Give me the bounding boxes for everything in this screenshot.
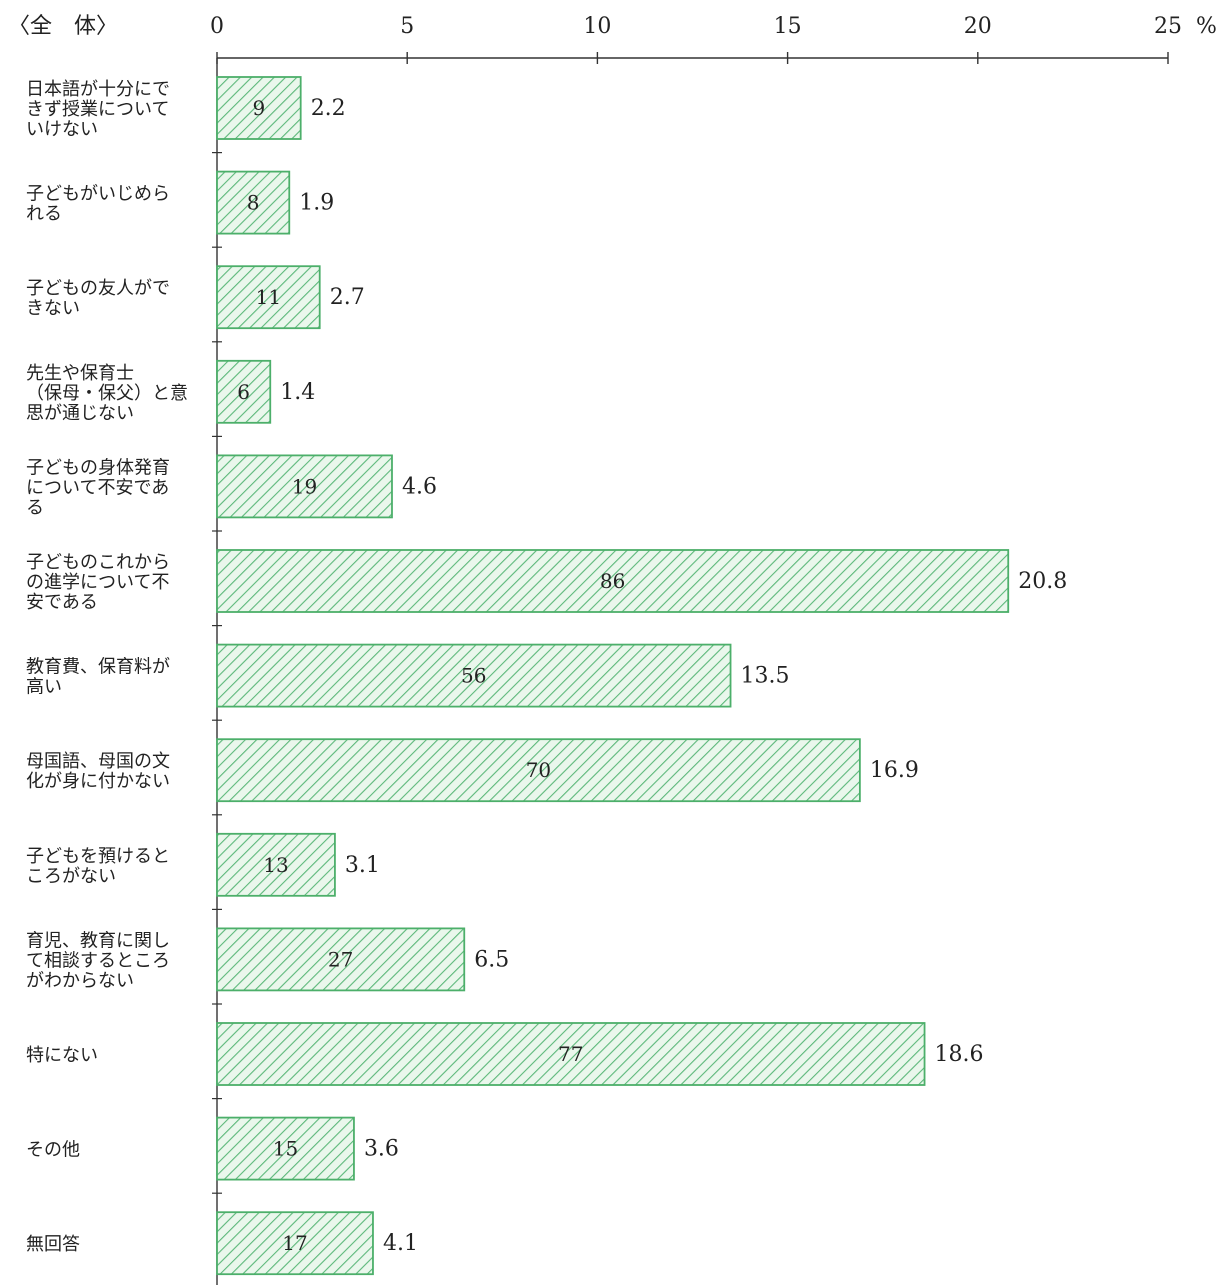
category-label-line: 思が通じない [26, 403, 134, 424]
count-label: 70 [526, 758, 551, 782]
category-label-line: れる [26, 204, 62, 225]
category-label-line: 安である [26, 592, 98, 613]
count-label: 9 [252, 96, 265, 120]
category-label-line: 子どもがいじめら [26, 184, 170, 205]
count-label: 86 [600, 569, 625, 593]
category-label-line: 育児、教育に関し [26, 930, 170, 951]
value-label: 18.6 [935, 1042, 984, 1067]
count-label: 27 [328, 947, 353, 971]
category-label-line: 子どもの身体発育 [26, 457, 170, 478]
x-tick-label: 5 [400, 14, 414, 39]
category-label-line: 特にない [26, 1045, 98, 1066]
category-label-line: ころがない [26, 866, 116, 887]
category-label-line: て相談するところ [26, 950, 170, 971]
value-label: 1.4 [280, 380, 315, 405]
count-label: 77 [558, 1042, 583, 1066]
value-label: 3.6 [364, 1137, 399, 1162]
x-tick-label: 0 [210, 14, 224, 39]
x-tick-label: 20 [964, 14, 992, 39]
category-label-line: 子どもの友人がで [26, 278, 170, 299]
category-label-line: 子どものこれから [26, 552, 170, 573]
value-label: 4.1 [383, 1231, 418, 1256]
category-label-line: 母国語、母国の文 [26, 751, 170, 772]
value-label: 1.9 [299, 191, 334, 216]
value-label: 2.7 [330, 285, 365, 310]
x-tick-label: 15 [774, 14, 802, 39]
count-label: 17 [282, 1231, 307, 1255]
value-label: 6.5 [474, 947, 509, 972]
category-label: 先生や保育士（保母・保父）と意思が通じない [26, 363, 188, 424]
count-label: 15 [273, 1137, 298, 1161]
category-label-layer: 日本語が十分にできず授業についていけない子どもがいじめられる子どもの友人ができな… [26, 79, 188, 1255]
count-label: 56 [461, 664, 486, 688]
count-label: 6 [237, 380, 250, 404]
count-label: 11 [256, 285, 281, 309]
category-label-line: 教育費、保育料が [26, 657, 170, 678]
bar-layer: 9 2.2 8 1.9 11 2.7 6 1.4 19 4.6 86 20.8 56 13.5 70 16.9… [217, 77, 1067, 1274]
category-label: 子どもがいじめられる [26, 184, 170, 225]
category-label-line: の進学について不 [26, 572, 169, 593]
category-label: 育児、教育に関して相談するところがわからない [26, 930, 170, 991]
x-tick-label: 25 [1154, 14, 1182, 39]
value-label: 4.6 [402, 474, 437, 499]
category-label: 子どもの身体発育について不安である [26, 457, 170, 518]
category-label-line: 先生や保育士 [26, 363, 134, 384]
category-label: 日本語が十分にできず授業についていけない [26, 79, 170, 140]
category-label-line: いけない [26, 119, 98, 140]
category-label-line: 高い [26, 677, 62, 698]
count-label: 19 [292, 474, 317, 498]
category-label-line: （保母・保父）と意 [26, 383, 188, 404]
unit-label: % [1196, 14, 1217, 39]
x-tick-label: 10 [583, 14, 611, 39]
value-label: 2.2 [311, 96, 346, 121]
category-label: その他 [26, 1140, 80, 1161]
category-label: 特にない [26, 1045, 98, 1066]
category-label: 子どものこれからの進学について不安である [26, 552, 170, 613]
category-label-line: きず授業について [26, 99, 169, 120]
category-label-line: 化が身に付かない [26, 771, 170, 792]
category-label: 子どもの友人ができない [26, 278, 170, 319]
category-label-line: 子どもを預けると [26, 846, 170, 867]
category-label-line: きない [26, 298, 80, 319]
value-label: 16.9 [870, 758, 919, 783]
category-label: 母国語、母国の文化が身に付かない [26, 751, 170, 792]
count-label: 8 [247, 191, 260, 215]
chart-title: 〈全 体〉 [8, 14, 118, 39]
value-label: 13.5 [741, 664, 790, 689]
category-label-line: 無回答 [26, 1234, 80, 1255]
category-label-line: る [26, 497, 44, 518]
value-label: 20.8 [1018, 569, 1067, 594]
category-label-line: について不安であ [26, 477, 169, 498]
category-label: 子どもを預けるところがない [26, 846, 170, 887]
category-label: 無回答 [26, 1234, 80, 1255]
count-label: 13 [263, 853, 288, 877]
category-label: 教育費、保育料が高い [26, 657, 170, 698]
category-label-line: 日本語が十分にで [26, 79, 170, 100]
category-label-line: がわからない [26, 970, 134, 991]
category-label-line: その他 [26, 1140, 80, 1161]
value-label: 3.1 [345, 853, 380, 878]
